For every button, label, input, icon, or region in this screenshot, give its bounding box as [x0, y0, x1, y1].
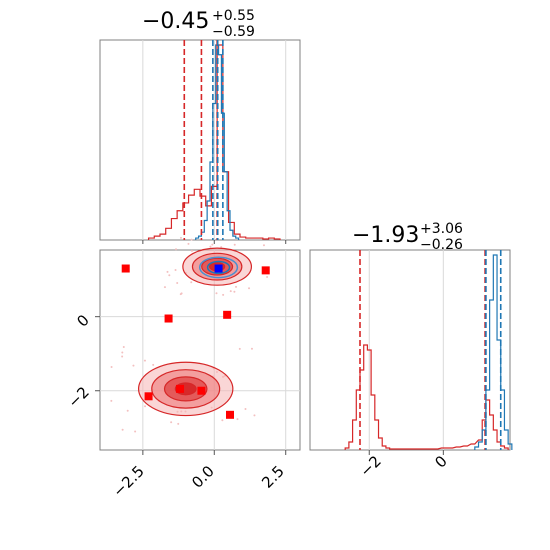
faint-sample-point	[233, 243, 236, 246]
faint-sample-point	[253, 414, 256, 417]
joint-x-ticklabels: −2.5 0.0 2.5	[109, 462, 287, 500]
faint-sample-point	[134, 430, 137, 433]
contour-blue-level-1	[206, 260, 231, 275]
faint-sample-point	[143, 359, 146, 362]
bottom-right-title: −1.93 +3.06 −0.26	[352, 221, 463, 253]
faint-sample-point	[132, 364, 135, 367]
faint-sample-point	[209, 245, 212, 248]
faint-sample-point	[187, 242, 190, 245]
histogram-step-right-blue	[474, 254, 513, 450]
xtick-label-0.0: 0.0	[188, 462, 218, 492]
joint-contour-plot	[95, 236, 300, 455]
faint-sample-point	[110, 399, 113, 402]
faint-sample-point	[229, 290, 232, 293]
faint-sample-point	[152, 363, 155, 366]
faint-sample-point	[110, 366, 113, 369]
right-xtick-label-0: 0	[431, 452, 450, 471]
title-right-base: −1.93	[352, 223, 419, 248]
top-left-title: −0.45 +0.55 −0.59	[142, 8, 255, 40]
faint-sample-point	[250, 347, 253, 350]
ytick-label-0: 0	[73, 311, 92, 330]
faint-sample-point	[233, 290, 236, 293]
faint-sample-point	[190, 238, 193, 241]
faint-sample-point	[248, 287, 251, 290]
red-square-marker-2	[164, 314, 173, 323]
faint-sample-point	[179, 236, 182, 239]
faint-sample-point	[170, 421, 173, 424]
title-top-sub: −0.59	[212, 24, 255, 40]
right-xtick-label-neg2: −2	[356, 452, 384, 480]
red-square-marker-3	[223, 310, 232, 319]
red-square-marker-6	[197, 386, 206, 395]
title-top-sup: +0.55	[212, 8, 255, 24]
faint-sample-point	[266, 276, 269, 279]
bottom-right-histogram	[344, 250, 513, 455]
faint-sample-point	[190, 249, 193, 252]
faint-sample-point	[163, 286, 166, 289]
faint-sample-point	[179, 293, 182, 296]
faint-sample-point	[244, 407, 247, 410]
xtick-label-2.5: 2.5	[258, 462, 288, 492]
faint-sample-point	[122, 346, 125, 349]
faint-sample-point	[126, 409, 129, 412]
faint-sample-point	[121, 351, 124, 354]
faint-sample-point	[175, 248, 178, 251]
faint-sample-point	[236, 418, 239, 421]
faint-sample-point	[166, 270, 169, 273]
ytick-label-neg2: −2	[64, 383, 92, 411]
red-square-marker-1	[261, 266, 270, 275]
faint-sample-point	[238, 347, 241, 350]
red-square-marker-0	[121, 264, 130, 273]
top-left-panel-frame	[99, 39, 301, 241]
faint-sample-point	[176, 282, 179, 285]
contour-blue-level-0	[198, 256, 239, 279]
faint-sample-point	[222, 293, 225, 296]
title-right-sub: −0.26	[420, 237, 463, 253]
bottom-right-panel-frame	[309, 249, 511, 451]
blue-square-marker	[214, 264, 223, 273]
faint-sample-point	[168, 274, 171, 277]
faint-sample-point	[235, 285, 238, 288]
faint-sample-point	[121, 355, 124, 358]
faint-sample-point	[177, 422, 180, 425]
faint-sample-point	[215, 292, 218, 295]
title-top-base: −0.45	[142, 9, 209, 34]
faint-sample-point	[174, 268, 177, 271]
faint-sample-point	[144, 405, 147, 408]
joint-y-ticklabels: −2 0	[64, 311, 92, 411]
faint-sample-point	[220, 246, 223, 249]
top-left-histogram	[142, 40, 287, 244]
histogram-step-red	[147, 44, 281, 240]
red-square-marker-7	[226, 410, 234, 419]
red-square-marker-4	[144, 392, 153, 401]
red-square-marker-5	[176, 384, 184, 393]
faint-sample-point	[221, 419, 224, 422]
faint-sample-point	[211, 243, 214, 246]
title-right-sup: +3.06	[420, 221, 463, 237]
histogram-step-right-red	[344, 344, 509, 450]
right-x-ticklabels: −2 0	[356, 452, 450, 480]
faint-sample-point	[121, 428, 124, 431]
faint-sample-point	[190, 281, 193, 284]
xtick-label-neg2.5: −2.5	[109, 462, 147, 500]
faint-sample-point	[262, 244, 265, 247]
